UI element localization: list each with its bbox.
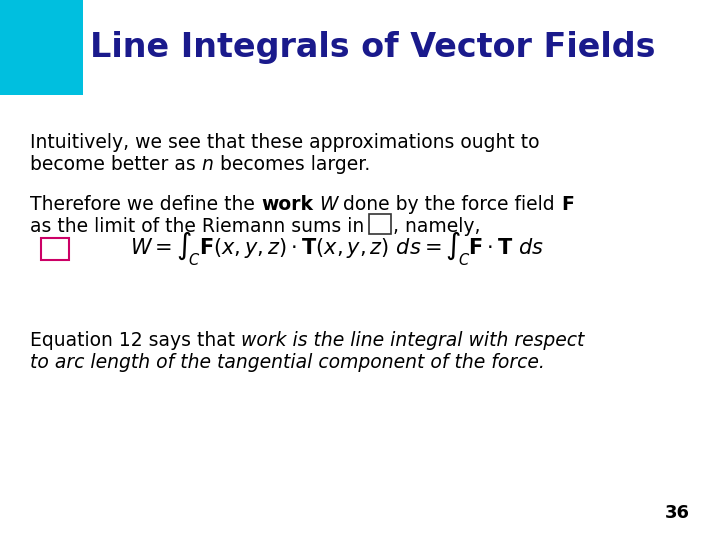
FancyBboxPatch shape bbox=[0, 0, 83, 95]
Text: , namely,: , namely, bbox=[393, 217, 481, 236]
Text: 36: 36 bbox=[665, 504, 690, 522]
Text: becomes larger.: becomes larger. bbox=[214, 155, 370, 174]
FancyBboxPatch shape bbox=[41, 238, 69, 260]
Text: Equation 12 says that: Equation 12 says that bbox=[30, 331, 241, 350]
Text: work: work bbox=[261, 195, 313, 214]
Text: to arc length of the tangential component of the force.: to arc length of the tangential componen… bbox=[30, 353, 545, 372]
Text: $W = \int_{\!C} \mathbf{F}(x, y, z) \cdot \mathbf{T}(x, y, z)\ ds= \int_{\!C} \m: $W = \int_{\!C} \mathbf{F}(x, y, z) \cdo… bbox=[130, 230, 544, 268]
Text: n: n bbox=[202, 155, 214, 174]
Text: Intuitively, we see that these approximations ought to: Intuitively, we see that these approxima… bbox=[30, 133, 539, 152]
Text: as the limit of the Riemann sums in: as the limit of the Riemann sums in bbox=[30, 217, 370, 236]
Text: 12: 12 bbox=[43, 240, 67, 259]
Text: Line Integrals of Vector Fields: Line Integrals of Vector Fields bbox=[90, 31, 655, 64]
Text: work is the line integral with respect: work is the line integral with respect bbox=[241, 331, 585, 350]
FancyBboxPatch shape bbox=[369, 214, 391, 234]
Text: F: F bbox=[561, 195, 574, 214]
Text: W: W bbox=[319, 195, 338, 214]
Text: become better as: become better as bbox=[30, 155, 202, 174]
Text: 11: 11 bbox=[370, 217, 390, 232]
Text: done by the force field: done by the force field bbox=[338, 195, 561, 214]
Text: Therefore we define the: Therefore we define the bbox=[30, 195, 261, 214]
